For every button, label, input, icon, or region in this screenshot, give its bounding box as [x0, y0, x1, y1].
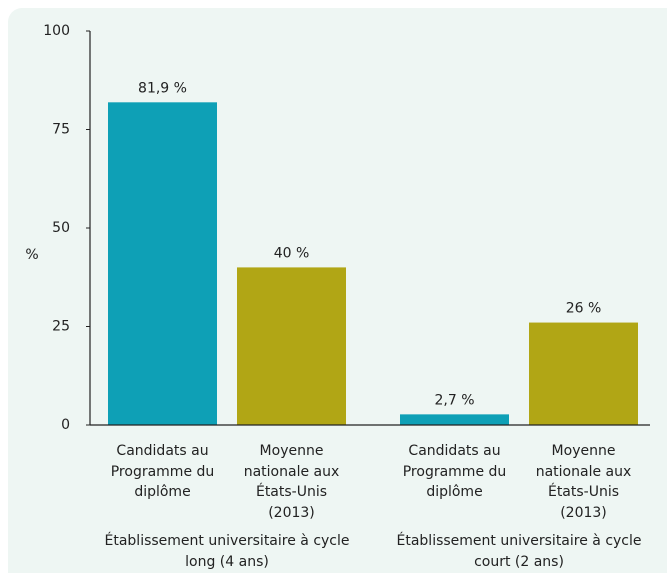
bar	[237, 267, 346, 425]
value-label: 40 %	[274, 245, 310, 261]
y-tick-label: 0	[61, 417, 70, 433]
value-label: 2,7 %	[434, 392, 474, 408]
group-label: Établissement universitaire à cycle long…	[104, 533, 350, 570]
bar	[400, 414, 509, 425]
y-tick-label: 100	[43, 23, 70, 39]
x-tick-label: Candidats au Programme du diplôme	[110, 443, 215, 500]
y-axis-label: %	[25, 247, 38, 263]
x-tick-label: Candidats au Programme du diplôme	[402, 443, 507, 500]
bar	[529, 322, 638, 425]
group-label: Établissement universitaire à cycle cour…	[396, 533, 642, 570]
bar	[108, 102, 217, 426]
x-tick-label: Moyenne nationale aux États-Unis (2013)	[243, 443, 340, 521]
x-tick-label: Moyenne nationale aux États-Unis (2013)	[535, 443, 632, 521]
y-tick-label: 50	[52, 220, 70, 236]
value-label: 26 %	[566, 301, 602, 317]
y-tick-label: 75	[52, 122, 70, 138]
value-label: 81,9 %	[138, 80, 187, 96]
y-tick-label: 25	[52, 319, 70, 335]
